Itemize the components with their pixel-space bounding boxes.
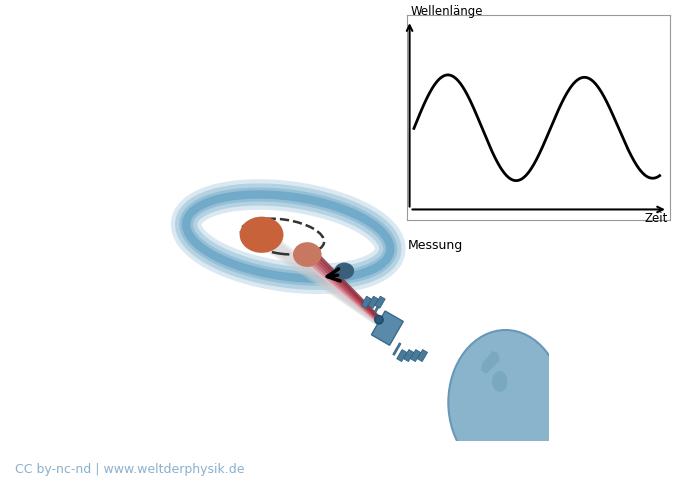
- Polygon shape: [410, 349, 421, 362]
- Polygon shape: [417, 349, 428, 362]
- Text: Messung: Messung: [407, 239, 463, 252]
- Polygon shape: [397, 349, 407, 362]
- Ellipse shape: [293, 242, 321, 267]
- Polygon shape: [481, 351, 500, 374]
- Polygon shape: [393, 343, 401, 355]
- Ellipse shape: [335, 262, 354, 279]
- Polygon shape: [403, 349, 414, 362]
- Ellipse shape: [239, 217, 284, 253]
- Polygon shape: [372, 311, 403, 345]
- Polygon shape: [374, 301, 382, 313]
- Text: Wellenlänge: Wellenlänge: [411, 4, 483, 17]
- Polygon shape: [368, 296, 379, 308]
- Polygon shape: [375, 296, 385, 308]
- Text: CC by-nc-nd | www.weltderphysik.de: CC by-nc-nd | www.weltderphysik.de: [15, 463, 245, 476]
- Text: Zeit: Zeit: [645, 212, 668, 225]
- Polygon shape: [361, 296, 372, 308]
- Ellipse shape: [492, 371, 508, 392]
- Ellipse shape: [448, 330, 563, 475]
- Ellipse shape: [374, 315, 383, 324]
